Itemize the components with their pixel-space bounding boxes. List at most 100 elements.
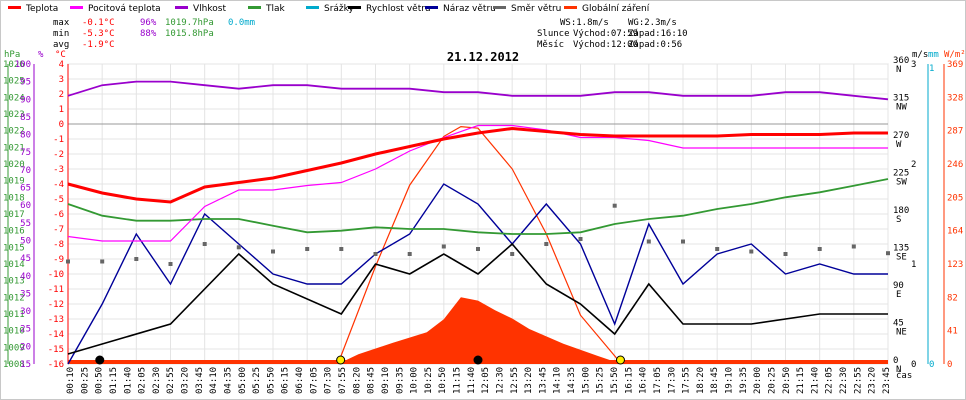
tick-humidity: 65 [20,184,31,194]
stat-max-rain: 0.0mm [228,18,255,28]
x-tick-label: 14:35 [567,367,577,394]
sunrise-marker [336,355,346,365]
tick-radiation: 123 [947,260,963,270]
series-wind-direction-point [681,239,685,244]
x-tick-label: 18:20 [696,367,706,394]
unit-pct: % [38,50,44,60]
tick-temperature: -12 [48,300,64,310]
series-humidity [67,80,889,101]
x-tick-label: 22:05 [825,367,835,394]
tick-rain: 1 [929,64,934,74]
x-tick-label: 15:25 [596,367,606,394]
x-tick-label: 11:40 [467,367,477,394]
tick-wind: 2 [911,160,916,170]
tick-humidity: 55 [20,219,31,229]
x-tick-label: 02:30 [152,367,162,394]
x-tick-label: 17:30 [667,367,677,394]
series-wind-direction-point [236,245,241,250]
x-axis: 00:10 00:25 00:50 01:15 01:40 02:05 02:30 02:55… [66,367,892,394]
tick-pressure: 1020 [3,160,25,170]
tick-pressure: 1019 [3,177,25,187]
unit-ms: m/s [912,50,928,60]
legend-label-1: Pocitová teplota [88,4,161,14]
axis-units: hPa % °C m/s mm W/m² čas [4,50,966,381]
tick-temperature: -8 [53,240,64,250]
tick-radiation: 0 [947,360,952,370]
info-sun-label: Slunce [537,29,570,39]
x-tick-label: 16:15 [624,367,634,394]
tick-pressure: 1023 [3,110,25,120]
x-tick-label: 07:05 [309,367,319,394]
tick-direction-dir: SE [896,253,907,263]
series-wind-direction-point [373,252,378,256]
plot-area [66,80,890,365]
tick-temperature: 1 [59,105,64,115]
stat-max-hum: 96% [140,18,157,28]
x-tick-label: 06:15 [281,367,291,394]
tick-temperature: 3 [59,75,64,85]
tick-humidity: 95 [20,78,31,88]
x-tick-label: 15:50 [610,367,620,394]
info-moon-set: Západ:0:56 [628,40,682,50]
legend-label-5: Rychlost větru [366,4,431,14]
x-tick-label: 01:15 [109,367,119,394]
x-tick-label: 00:50 [95,367,105,394]
tick-temperature: -16 [48,360,64,370]
x-tick-label: 22:55 [853,367,863,394]
legend-swatch-7 [493,6,506,9]
tick-direction-dir: NW [896,103,907,113]
tick-direction-dir: W [896,140,902,150]
series-wind-direction-point [202,242,207,246]
series-wind-direction-point [886,251,890,256]
tick-direction-deg: 360 [893,56,909,66]
series-wind-direction-point [510,252,515,256]
x-tick-label: 11:15 [453,367,463,394]
tick-radiation: 164 [947,227,963,237]
tick-pressure: 1015 [3,243,25,253]
stat-min-hum: 88% [140,29,157,39]
tick-direction-dir: N [896,365,901,375]
tick-radiation: 246 [947,160,963,170]
tick-humidity: 70 [20,166,31,176]
tick-temperature: -15 [48,345,64,355]
tick-humidity: 40 [20,272,31,282]
tick-direction-deg: 0 [893,356,898,366]
chart-title: 21.12.2012 [447,50,519,64]
x-tick-label: 16:40 [639,367,649,394]
tick-pressure: 1014 [3,260,25,270]
tick-temperature: -4 [53,180,64,190]
series-wind-direction-point [817,247,822,251]
tick-temperature: -14 [48,330,64,340]
tick-direction-dir: S [896,215,901,225]
tick-radiation: 82 [947,293,958,303]
tick-pressure: 1016 [3,227,25,237]
tick-pressure: 1010 [3,327,25,337]
info-wg: WG:2.3m/s [628,18,677,28]
x-tick-label: 05:50 [266,367,276,394]
tick-temperature: 0 [59,120,64,130]
tick-humidity: 20 [20,342,31,352]
tick-wind: 0 [911,360,916,370]
x-tick-label: 06:40 [295,367,305,394]
legend-label-0: Teplota [25,4,58,14]
legend-swatch-4 [306,6,319,9]
tick-temperature: 2 [59,90,64,100]
x-tick-label: 22:30 [839,367,849,394]
tick-direction-dir: N [896,65,901,75]
series-wind-direction-point [578,237,583,241]
x-tick-label: 12:30 [495,367,505,394]
tick-wind: 3 [911,60,916,70]
legend-swatch-5 [348,6,361,9]
unit-wm2: W/m² [944,50,966,60]
info-sun-rise: Východ:07:59 [573,29,638,39]
x-tick-label: 04:35 [223,367,233,394]
stat-min-label: min [53,29,69,39]
series-wind-direction-point [168,262,173,266]
x-tick-label: 08:45 [367,367,377,394]
series-temperature [67,126,888,204]
tick-humidity: 50 [20,236,31,246]
x-tick-label: 00:25 [80,367,90,394]
info-ws: WS:1.8m/s [560,18,609,28]
